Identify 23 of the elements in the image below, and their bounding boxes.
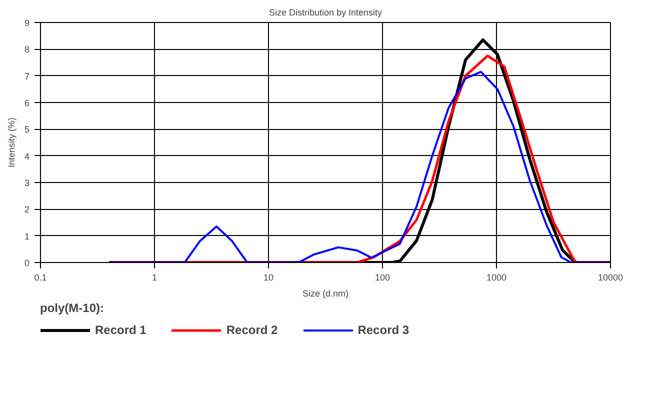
y-tick-label: 0 <box>24 258 30 268</box>
y-tick-label: 6 <box>24 98 30 108</box>
x-tick-label: 10000 <box>598 272 624 282</box>
y-tick-label: 5 <box>24 124 30 135</box>
x-tick-label: 1 <box>152 272 158 282</box>
y-tick-label: 7 <box>24 71 30 82</box>
y-tick-label: 9 <box>24 18 30 28</box>
y-tick-label: 1 <box>24 231 30 242</box>
y-tick-label: 8 <box>24 44 30 55</box>
y-tick-label: 2 <box>24 204 30 215</box>
legend-label: Record 2 <box>226 323 278 337</box>
x-tick-label: 100 <box>374 272 390 282</box>
legend-label: Record 3 <box>358 323 410 337</box>
chart-title: Size Distribution by Intensity <box>268 8 383 18</box>
x-tick-label: 10 <box>263 272 274 282</box>
y-tick-label: 4 <box>24 151 30 162</box>
x-tick-label: 0.1 <box>34 272 47 282</box>
y-axis-title: Intensity (%) <box>6 117 16 168</box>
legend-title: poly(M-10): <box>40 301 105 315</box>
legend-label: Record 1 <box>95 323 146 337</box>
x-axis-title: Size (d.nm) <box>302 288 349 298</box>
y-tick-label: 3 <box>24 178 30 188</box>
x-tick-label: 1000 <box>486 272 507 282</box>
